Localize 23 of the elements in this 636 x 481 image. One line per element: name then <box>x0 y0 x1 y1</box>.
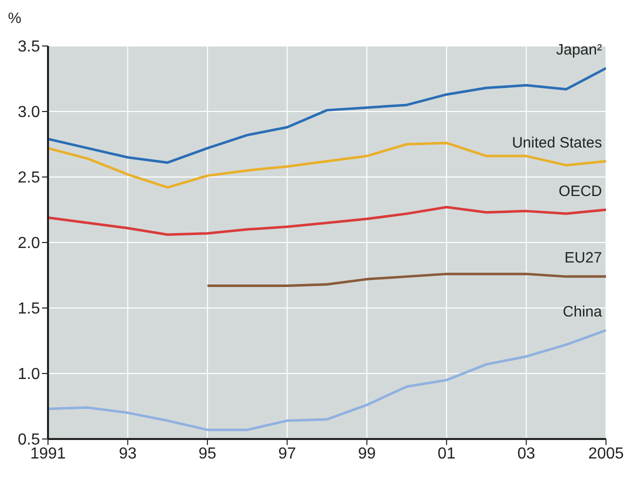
series-label: Japan² <box>556 41 602 58</box>
series-label: EU27 <box>564 250 602 267</box>
y-tick-label: 3.0 <box>18 104 40 122</box>
x-tick-label: 01 <box>438 445 456 462</box>
series-label: United States <box>512 134 602 152</box>
line-series <box>48 67 606 164</box>
line-series <box>206 272 606 287</box>
y-tick-label: 2.5 <box>18 170 40 187</box>
series-label: OECD <box>558 182 602 200</box>
x-tick-label: 99 <box>358 445 376 462</box>
series-label: China <box>562 303 603 320</box>
y-tick-label: 2.0 <box>18 235 40 252</box>
line-series <box>48 206 606 236</box>
x-tick-label: 2005 <box>588 445 624 462</box>
x-tick-label: 97 <box>278 445 296 462</box>
y-tick-label: 1.5 <box>18 300 40 318</box>
line-series <box>48 329 606 432</box>
x-tick-label: 95 <box>198 445 216 462</box>
x-tick-label: 93 <box>118 445 137 462</box>
y-tick-label: 1.0 <box>18 366 40 384</box>
y-axis-title: % <box>8 10 22 27</box>
y-tick-label: 3.5 <box>18 38 40 56</box>
x-tick-label: 03 <box>517 445 536 462</box>
